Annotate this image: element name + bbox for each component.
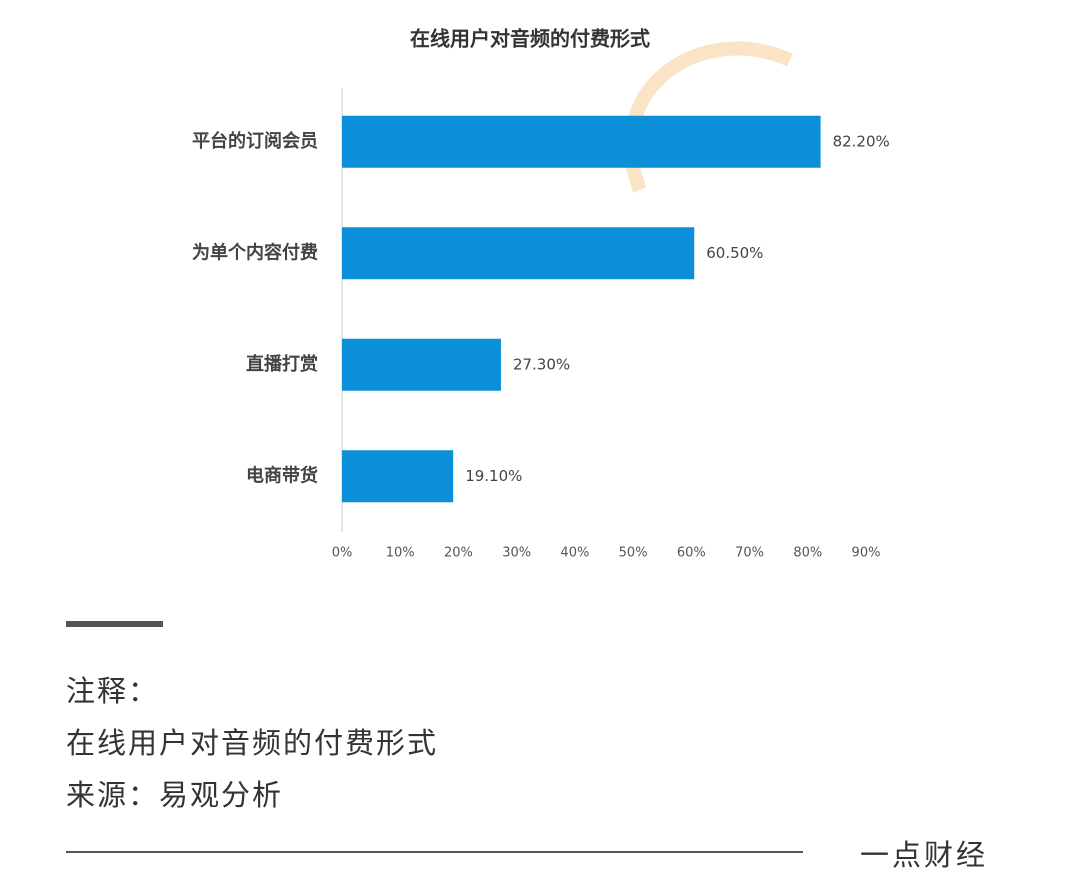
bar xyxy=(342,227,695,280)
x-tick-label: 30% xyxy=(502,546,531,561)
x-tick-label: 50% xyxy=(619,546,648,561)
value-label: 27.30% xyxy=(513,355,570,373)
x-tick-label: 60% xyxy=(677,546,706,561)
footer-brand: 一点财经 xyxy=(860,838,989,872)
y-tick-label: 电商带货 xyxy=(246,464,318,486)
y-tick-label: 直播打赏 xyxy=(246,353,318,375)
x-tick-label: 90% xyxy=(852,546,881,561)
note-heading: 注释： xyxy=(66,674,160,708)
note-text: 在线用户对音频的付费形式 xyxy=(66,726,439,760)
note-source: 来源：易观分析 xyxy=(66,778,284,812)
y-tick-label: 为单个内容付费 xyxy=(192,241,318,263)
x-tick-label: 0% xyxy=(332,546,353,561)
x-tick-label: 10% xyxy=(386,546,415,561)
bar xyxy=(342,450,454,503)
y-tick-label: 平台的订阅会员 xyxy=(192,130,318,152)
note-divider xyxy=(66,621,163,627)
bar xyxy=(342,338,501,391)
x-tick-label: 40% xyxy=(560,546,589,561)
x-tick-label: 20% xyxy=(444,546,473,561)
value-label: 60.50% xyxy=(706,244,763,262)
x-tick-label: 70% xyxy=(735,546,764,561)
chart: 在线用户对音频的付费形式 0% 10% 20% 30% 40% 50% 60% 70% 80% 9… xyxy=(192,27,890,561)
footer-line xyxy=(66,851,803,853)
value-label: 82.20% xyxy=(833,132,890,150)
x-tick-label: 80% xyxy=(793,546,822,561)
chart-title: 在线用户对音频的付费形式 xyxy=(410,27,650,51)
bar xyxy=(342,115,821,168)
value-label: 19.10% xyxy=(465,467,522,485)
